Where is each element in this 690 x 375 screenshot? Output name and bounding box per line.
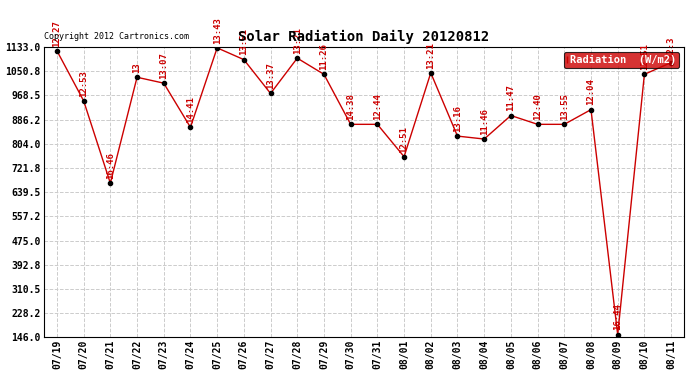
Text: 12:40: 12:40 — [533, 93, 542, 120]
Text: 12:53: 12:53 — [79, 70, 88, 97]
Legend: Radiation  (W/m2): Radiation (W/m2) — [564, 52, 679, 69]
Text: 12:3: 12:3 — [667, 37, 676, 58]
Text: 12:44: 12:44 — [373, 93, 382, 120]
Text: 13:51: 13:51 — [239, 28, 248, 56]
Text: 12:51: 12:51 — [400, 126, 408, 153]
Text: 13:43: 13:43 — [213, 17, 221, 44]
Text: 13: 13 — [132, 62, 141, 73]
Text: 12:04: 12:04 — [586, 79, 595, 105]
Text: 13:37: 13:37 — [266, 62, 275, 89]
Text: 11:46: 11:46 — [480, 108, 489, 135]
Text: 11:47: 11:47 — [506, 84, 515, 111]
Text: 11:26: 11:26 — [319, 43, 328, 70]
Text: 13:21: 13:21 — [426, 42, 435, 69]
Text: 13:16: 13:16 — [453, 105, 462, 132]
Text: 12:51: 12:51 — [640, 43, 649, 70]
Text: 13:55: 13:55 — [560, 93, 569, 120]
Text: 16:44: 16:44 — [613, 304, 622, 330]
Text: 12:27: 12:27 — [52, 20, 61, 46]
Text: 16:46: 16:46 — [106, 152, 115, 179]
Text: 14:41: 14:41 — [186, 96, 195, 123]
Text: 13:21: 13:21 — [293, 27, 302, 54]
Title: Solar Radiation Daily 20120812: Solar Radiation Daily 20120812 — [238, 30, 490, 44]
Text: 13:07: 13:07 — [159, 52, 168, 79]
Text: 14:38: 14:38 — [346, 93, 355, 120]
Text: Copyright 2012 Cartronics.com: Copyright 2012 Cartronics.com — [43, 32, 188, 41]
